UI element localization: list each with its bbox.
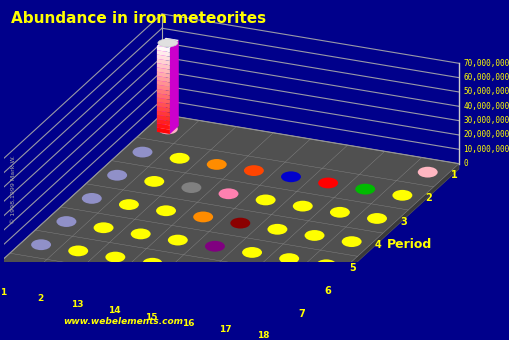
Ellipse shape: [167, 235, 187, 245]
Text: 1: 1: [0, 288, 6, 297]
Ellipse shape: [6, 262, 25, 273]
Text: 10,000,000: 10,000,000: [463, 145, 508, 154]
Ellipse shape: [181, 182, 201, 193]
Polygon shape: [157, 67, 169, 74]
Ellipse shape: [132, 147, 152, 157]
Ellipse shape: [280, 171, 300, 182]
Ellipse shape: [391, 190, 411, 201]
Text: www.webelements.com: www.webelements.com: [63, 317, 183, 326]
Ellipse shape: [156, 205, 176, 216]
Text: 40,000,000: 40,000,000: [463, 102, 508, 111]
Ellipse shape: [242, 247, 262, 258]
Text: 15: 15: [145, 313, 157, 322]
Ellipse shape: [318, 177, 337, 188]
Polygon shape: [157, 123, 169, 130]
Polygon shape: [0, 276, 281, 331]
Ellipse shape: [68, 245, 88, 256]
Polygon shape: [157, 50, 169, 57]
Ellipse shape: [158, 123, 178, 134]
Text: 4: 4: [374, 240, 381, 250]
Ellipse shape: [94, 222, 114, 233]
Ellipse shape: [329, 207, 349, 218]
Text: 14: 14: [108, 306, 121, 316]
Ellipse shape: [43, 269, 63, 279]
Ellipse shape: [218, 188, 238, 199]
Polygon shape: [157, 85, 169, 91]
Polygon shape: [157, 106, 169, 113]
Ellipse shape: [107, 170, 127, 181]
Ellipse shape: [355, 184, 375, 194]
Text: 30,000,000: 30,000,000: [463, 116, 508, 125]
Polygon shape: [157, 119, 169, 125]
Ellipse shape: [292, 201, 312, 211]
Ellipse shape: [193, 211, 213, 222]
Text: 2: 2: [425, 193, 431, 203]
Ellipse shape: [279, 253, 299, 264]
Polygon shape: [157, 38, 179, 48]
Ellipse shape: [243, 165, 263, 176]
Polygon shape: [0, 114, 458, 326]
Ellipse shape: [230, 218, 250, 228]
Polygon shape: [157, 93, 169, 100]
Polygon shape: [157, 102, 169, 108]
Text: Period: Period: [386, 238, 431, 251]
Polygon shape: [157, 76, 169, 82]
Text: Abundance in iron meteorites: Abundance in iron meteorites: [11, 11, 265, 26]
Ellipse shape: [267, 224, 287, 235]
Polygon shape: [157, 46, 169, 52]
Ellipse shape: [205, 241, 224, 252]
Ellipse shape: [56, 216, 76, 227]
Polygon shape: [157, 54, 169, 61]
Ellipse shape: [316, 259, 335, 270]
Ellipse shape: [304, 230, 324, 241]
Ellipse shape: [253, 276, 273, 287]
Polygon shape: [157, 128, 169, 134]
Polygon shape: [157, 59, 169, 65]
Polygon shape: [157, 110, 169, 117]
Text: © 1998,1999 Mark W.: © 1998,1999 Mark W.: [11, 155, 16, 224]
Polygon shape: [157, 115, 169, 121]
Ellipse shape: [142, 258, 162, 269]
Text: 16: 16: [182, 319, 194, 328]
Ellipse shape: [31, 239, 51, 250]
Text: 1: 1: [450, 170, 457, 180]
Ellipse shape: [81, 193, 102, 204]
Ellipse shape: [158, 39, 178, 47]
Ellipse shape: [144, 176, 164, 187]
Text: 5: 5: [349, 263, 355, 273]
Text: 18: 18: [256, 331, 269, 340]
Polygon shape: [157, 38, 165, 132]
Ellipse shape: [216, 270, 236, 281]
Polygon shape: [157, 89, 169, 95]
Ellipse shape: [366, 213, 386, 224]
Text: 6: 6: [323, 286, 330, 296]
Text: 60,000,000: 60,000,000: [463, 73, 508, 82]
Ellipse shape: [130, 228, 150, 239]
Ellipse shape: [119, 199, 138, 210]
Text: atoms: atoms: [505, 106, 509, 136]
Ellipse shape: [291, 283, 310, 293]
Text: 3: 3: [400, 217, 406, 226]
Polygon shape: [281, 164, 458, 331]
Polygon shape: [157, 98, 169, 104]
Text: 2: 2: [37, 294, 43, 303]
Text: 20,000,000: 20,000,000: [463, 131, 508, 139]
Ellipse shape: [169, 153, 189, 164]
Ellipse shape: [206, 159, 227, 170]
Text: 7: 7: [298, 309, 305, 319]
Ellipse shape: [341, 236, 361, 247]
Ellipse shape: [179, 264, 199, 275]
Polygon shape: [169, 40, 179, 134]
Text: 50,000,000: 50,000,000: [463, 87, 508, 97]
Ellipse shape: [105, 252, 125, 262]
Polygon shape: [157, 63, 169, 70]
Text: 17: 17: [219, 325, 232, 334]
Text: 0: 0: [463, 159, 467, 168]
Polygon shape: [157, 72, 169, 78]
Polygon shape: [157, 80, 169, 87]
Ellipse shape: [255, 194, 275, 205]
Ellipse shape: [417, 167, 437, 177]
Text: 13: 13: [71, 300, 83, 309]
Text: 70,000,000: 70,000,000: [463, 59, 508, 68]
